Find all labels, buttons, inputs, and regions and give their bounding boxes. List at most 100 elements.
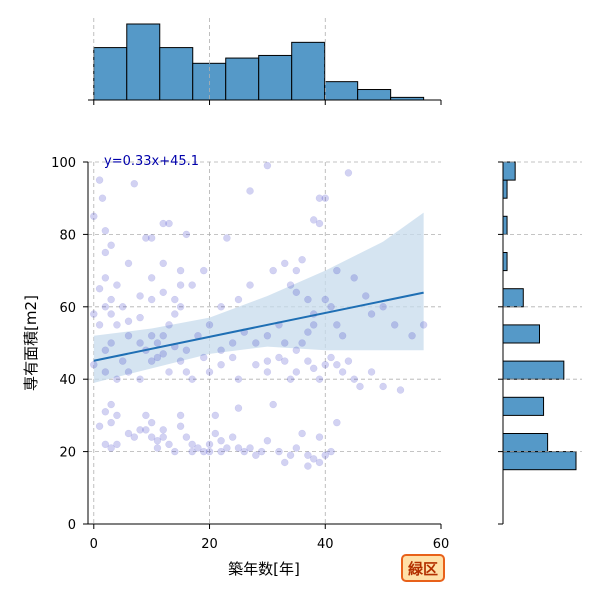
scatter-point — [327, 303, 335, 311]
scatter-point — [101, 274, 110, 282]
scatter-point — [194, 444, 202, 452]
scatter-point — [315, 458, 324, 467]
scatter-point — [298, 429, 306, 438]
scatter-point — [159, 288, 167, 297]
right-histogram-bar — [502, 288, 524, 308]
scatter-point — [246, 187, 254, 195]
scatter-point — [101, 440, 110, 449]
scatter-point — [269, 400, 277, 409]
scatter-point — [321, 360, 330, 369]
scatter-point — [182, 433, 191, 441]
scatter-point — [298, 255, 306, 264]
region-badge-text: 緑区 — [408, 560, 438, 578]
y-tick-label: 0 — [68, 518, 76, 533]
scatter-point — [171, 310, 179, 318]
scatter-point — [188, 440, 196, 449]
top-marginal-histogram — [88, 18, 442, 105]
scatter-point — [281, 357, 289, 365]
scatter-point — [304, 295, 312, 304]
scatter-point — [263, 332, 272, 340]
scatter-point — [136, 375, 144, 383]
scatter-point — [153, 339, 162, 347]
scatter-point — [292, 266, 301, 275]
scatter-point — [379, 303, 387, 311]
scatter-point — [281, 259, 289, 268]
scatter-point — [176, 422, 185, 431]
scatter-point — [396, 386, 405, 394]
scatter-point — [333, 418, 341, 427]
top-histogram-bar — [324, 81, 359, 101]
scatter-point — [90, 310, 98, 318]
regression-equation-label: y=0.33x+45.1 — [104, 154, 199, 169]
scatter-point — [304, 462, 312, 470]
scatter-point — [350, 274, 358, 282]
scatter-point — [367, 368, 376, 376]
scatter-point — [240, 447, 248, 456]
scatter-point — [263, 357, 272, 365]
scatter-point — [205, 368, 214, 376]
right-histogram-bar — [502, 433, 549, 453]
scatter-point — [408, 332, 416, 340]
scatter-point — [107, 310, 115, 318]
x-tick-label: 20 — [201, 537, 218, 552]
right-histogram-bar — [502, 360, 565, 380]
x-tick-label: 40 — [317, 537, 334, 552]
scatter-point — [292, 288, 301, 297]
scatter-point — [246, 281, 254, 289]
right-histogram-bar — [502, 324, 540, 344]
scatter-point — [315, 219, 324, 228]
scatter-point — [217, 303, 225, 311]
y-tick-label: 100 — [51, 156, 76, 171]
scatter-point — [228, 433, 237, 441]
scatter-point — [205, 321, 214, 329]
right-marginal-histogram — [498, 161, 582, 525]
scatter-point — [113, 375, 121, 383]
scatter-point — [379, 382, 387, 391]
scatter-point — [199, 353, 208, 362]
scatter-point — [176, 281, 185, 289]
scatter-point — [309, 216, 318, 224]
scatter-point — [188, 281, 196, 289]
scatter-point — [246, 444, 254, 452]
scatter-point — [95, 284, 104, 293]
scatter-point — [147, 332, 156, 340]
scatter-point — [124, 259, 133, 268]
scatter-point — [188, 375, 196, 383]
scatter-point — [176, 266, 185, 275]
scatter-point — [124, 429, 133, 438]
scatter-point — [217, 360, 225, 369]
region-badge-box — [401, 554, 445, 582]
regression-line-group — [93, 291, 424, 362]
scatter-point — [304, 357, 312, 365]
scatter-point — [338, 332, 347, 340]
x-tick-label: 60 — [433, 537, 450, 552]
scatter-point — [107, 241, 115, 250]
scatter-point — [95, 321, 104, 329]
scatter-point — [234, 295, 243, 304]
scatter-point — [188, 447, 196, 456]
scatter-point — [217, 447, 225, 456]
scatter-point — [223, 234, 231, 242]
scatter-point — [107, 339, 115, 347]
scatter-point — [211, 429, 220, 438]
scatter-point — [107, 400, 115, 409]
scatter-point — [263, 436, 272, 445]
scatter-point — [147, 418, 156, 427]
scatter-point — [90, 360, 98, 369]
scatter-point — [199, 447, 208, 456]
scatter-point — [113, 281, 121, 289]
scatter-point — [165, 440, 173, 449]
scatter-point — [217, 346, 225, 354]
scatter-point — [321, 295, 330, 304]
scatter-point — [159, 259, 167, 268]
scatter-point — [309, 364, 318, 373]
scatter-point — [252, 339, 260, 347]
scatter-point — [176, 411, 185, 420]
scatter-point — [107, 444, 115, 452]
scatter-point — [304, 451, 312, 459]
scatter-point — [124, 332, 133, 340]
scatter-point — [130, 433, 139, 441]
scatter-point — [286, 375, 295, 383]
scatter-point — [176, 357, 185, 365]
scatter-point — [165, 219, 173, 228]
